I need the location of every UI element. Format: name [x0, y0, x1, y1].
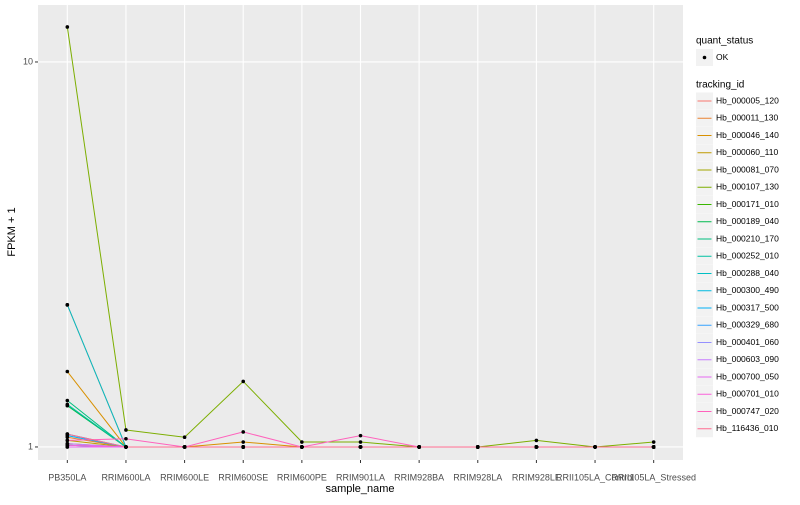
- legend-point: [702, 55, 707, 60]
- data-point: [65, 438, 70, 443]
- y-axis-title: FPKM + 1: [6, 207, 18, 256]
- data-point: [241, 430, 246, 434]
- legend-label: Hb_000747_020: [716, 406, 779, 416]
- data-point: [241, 440, 246, 444]
- data-point: [358, 445, 363, 449]
- legend-label: Hb_000401_060: [716, 337, 779, 347]
- legend-label: Hb_000329_680: [716, 320, 779, 330]
- x-tick-label: RRIM928LE: [512, 472, 561, 482]
- legend-label: Hb_000603_090: [716, 354, 779, 364]
- data-point: [124, 428, 128, 432]
- data-point: [65, 25, 70, 29]
- legend-label: Hb_000081_070: [716, 164, 779, 174]
- x-tick-label: RRIM928BA: [394, 472, 444, 482]
- x-tick-label: RRIM901LA: [336, 472, 385, 482]
- data-point: [534, 445, 539, 449]
- data-point: [65, 432, 70, 436]
- data-point: [300, 445, 304, 449]
- data-point: [65, 398, 70, 403]
- data-point: [651, 440, 656, 444]
- x-tick-label: RRIM600LE: [160, 472, 209, 482]
- x-tick-label: RRIM600PE: [277, 472, 327, 482]
- data-point: [651, 445, 656, 449]
- x-tick-label: RRIM928LA: [453, 472, 502, 482]
- data-point: [534, 438, 539, 443]
- data-point: [65, 402, 70, 407]
- data-point: [593, 445, 597, 449]
- legend-title: tracking_id: [696, 80, 744, 91]
- data-point: [182, 445, 187, 449]
- data-point: [124, 445, 128, 449]
- data-point: [124, 437, 128, 441]
- data-point: [65, 303, 70, 307]
- legend-label: Hb_000300_490: [716, 285, 779, 295]
- data-point: [65, 369, 70, 374]
- data-point: [475, 445, 480, 449]
- x-tick-label: RRII105LA_Stressed: [611, 472, 696, 482]
- legend-title: quant_status: [696, 36, 753, 47]
- legend-label: Hb_000060_110: [716, 147, 779, 157]
- legend-label: Hb_000171_010: [716, 199, 779, 209]
- legend-label: Hb_116436_010: [716, 423, 779, 433]
- legend-label: Hb_000005_120: [716, 95, 779, 105]
- legend-label: Hb_000252_010: [716, 251, 779, 261]
- legend-label: Hb_000107_130: [716, 182, 779, 192]
- legend-label: Hb_000288_040: [716, 268, 779, 278]
- data-point: [358, 433, 363, 438]
- legend-label: Hb_000700_050: [716, 371, 779, 381]
- data-point: [65, 443, 70, 448]
- legend-label: Hb_000046_140: [716, 130, 779, 140]
- legend-label: Hb_000210_170: [716, 233, 779, 243]
- legend-label: Hb_000189_040: [716, 216, 779, 226]
- legend-label: Hb_000701_010: [716, 389, 779, 399]
- data-point: [358, 440, 363, 444]
- data-point: [417, 445, 421, 449]
- data-point: [241, 379, 246, 384]
- data-point: [182, 435, 187, 440]
- x-tick-label: RRIM600SE: [218, 472, 268, 482]
- legend-label: Hb_000317_500: [716, 302, 779, 312]
- x-tick-label: RRIM600LA: [101, 472, 150, 482]
- y-tick-label: 10: [23, 56, 33, 66]
- y-tick-label: 1: [28, 441, 33, 451]
- data-point: [300, 440, 304, 444]
- x-axis-title: sample_name: [325, 483, 394, 495]
- legend-label: Hb_000011_130: [716, 113, 779, 123]
- x-tick-label: PB350LA: [48, 472, 86, 482]
- x-tick-label: RRII105LA_Control: [556, 472, 634, 482]
- data-point: [241, 445, 246, 449]
- legend-label: OK: [716, 52, 729, 62]
